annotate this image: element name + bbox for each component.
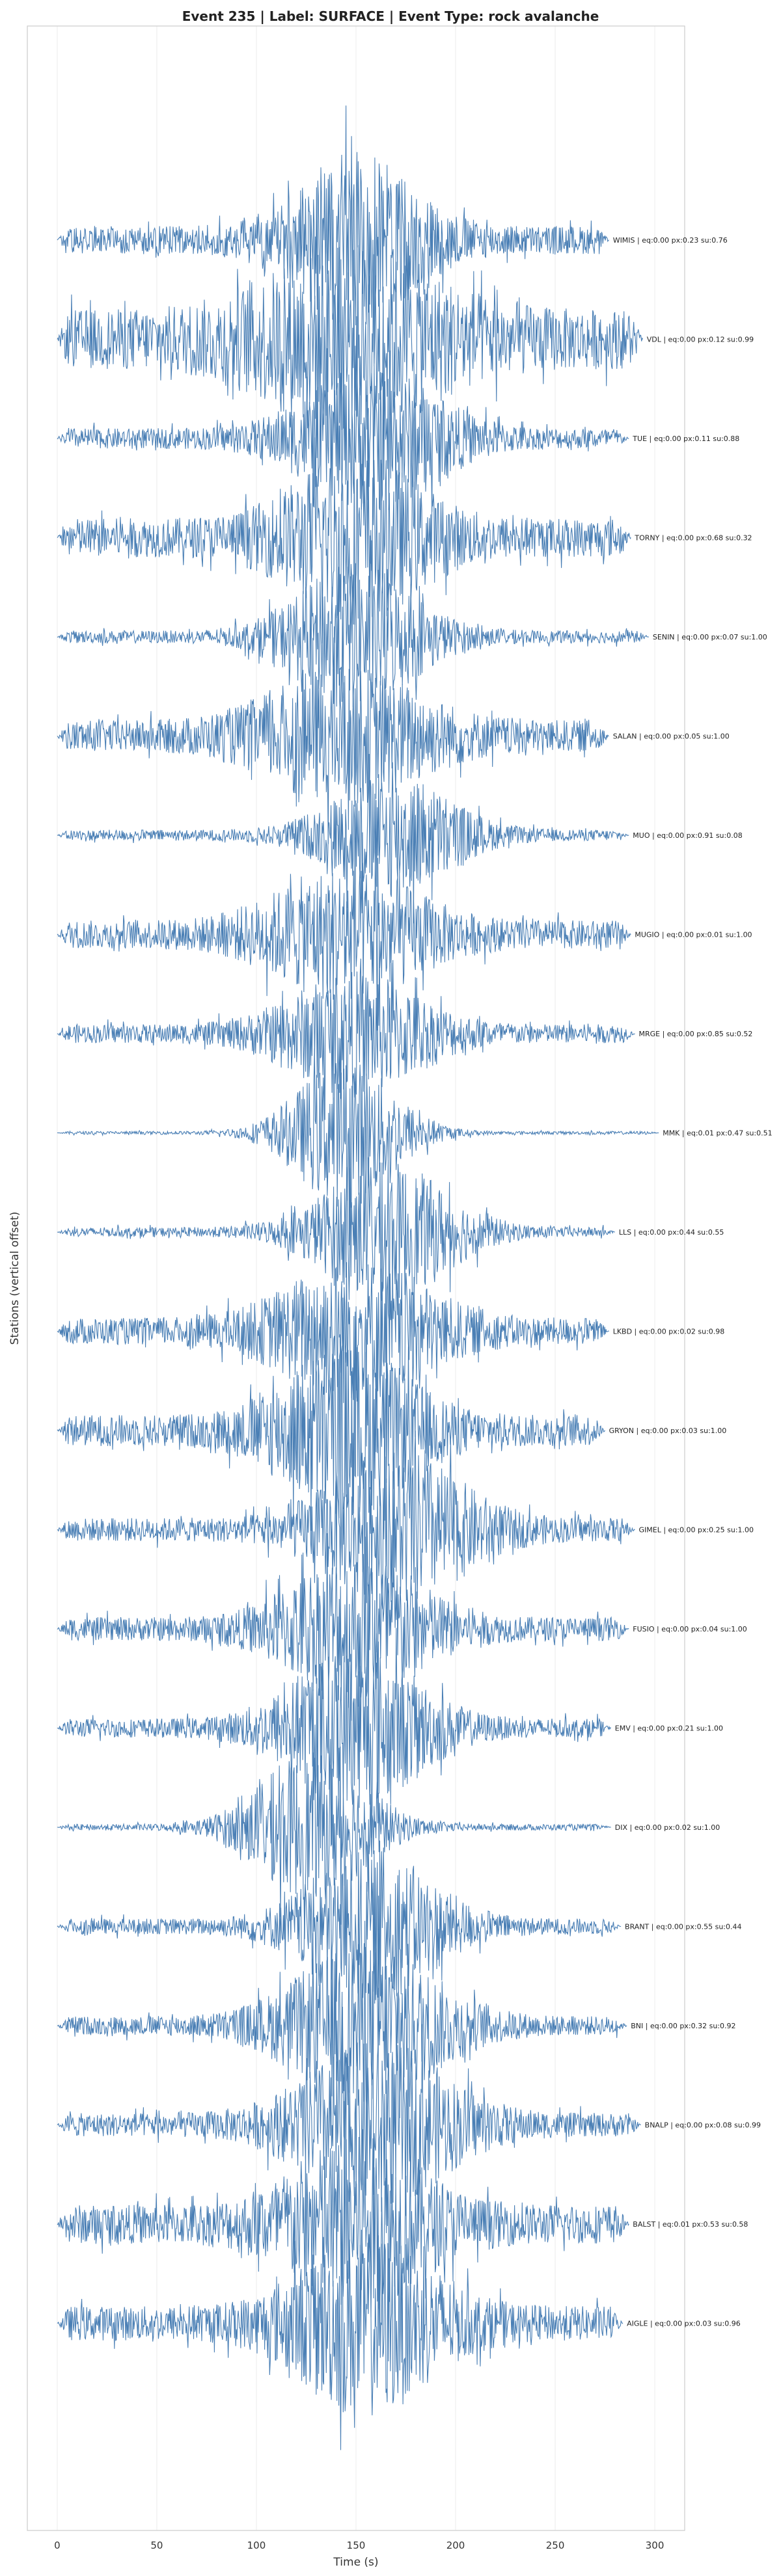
trace-torny [57,437,631,644]
station-label-muo: MUO | eq:0.00 px:0.91 su:0.08 [633,831,742,840]
trace-salan [57,626,609,844]
station-label-tue: TUE | eq:0.00 px:0.11 su:0.88 [632,435,739,443]
station-label-bnalp: BNALP | eq:0.00 px:0.08 su:0.99 [645,2121,761,2130]
trace-gryon [57,1306,606,1531]
trace-mrge [57,940,635,1120]
x-tick-label: 200 [446,2540,465,2551]
trace-bnalp [57,2006,641,2225]
station-label-vdl: VDL | eq:0.00 px:0.12 su:0.99 [647,336,754,344]
trace-emv [57,1628,612,1847]
station-label-senin: SENIN | eq:0.00 px:0.07 su:1.00 [653,633,767,641]
station-label-group: WIMIS | eq:0.00 px:0.23 su:0.76 VDL | eq:… [609,236,773,2328]
station-label-torny: TORNY | eq:0.00 px:0.68 su:0.32 [634,534,752,543]
station-label-gimel: GIMEL | eq:0.00 px:0.25 su:1.00 [638,1526,754,1535]
trace-bni [57,1920,627,2119]
trace-brant [57,1840,622,2032]
station-label-wimis: WIMIS | eq:0.00 px:0.23 su:0.76 [613,236,728,245]
x-axis-label: Time (s) [333,2556,378,2569]
trace-aigle [57,2199,623,2450]
station-label-dix: DIX | eq:0.00 px:0.02 su:1.00 [615,1823,720,1832]
chart-title: Event 235 | Label: SURFACE | Event Type:… [182,8,599,24]
x-tick-label: 0 [54,2540,61,2551]
station-label-bni: BNI | eq:0.00 px:0.32 su:0.92 [631,2022,735,2030]
trace-muo [57,753,629,924]
trace-tue [57,348,629,512]
trace-lkbd [57,1248,609,1440]
station-label-fusio: FUSIO | eq:0.00 px:0.04 su:1.00 [633,1625,747,1633]
trace-vdl [57,245,644,479]
trace-dix [57,1746,611,1939]
trace-gimel [57,1430,635,1652]
station-label-lkbd: LKBD | eq:0.00 px:0.02 su:0.98 [613,1328,725,1336]
station-label-mmk: MMK | eq:0.01 px:0.47 su:0.51 [663,1129,772,1138]
trace-lls [57,1157,616,1335]
trace-wimis [57,105,609,364]
station-label-lls: LLS | eq:0.00 px:0.44 su:0.55 [619,1228,724,1237]
plot-area [27,25,685,2531]
station-label-gryon: GRYON | eq:0.00 px:0.03 su:1.00 [609,1427,727,1435]
station-label-emv: EMV | eq:0.00 px:0.21 su:1.00 [615,1724,723,1733]
trace-group [57,105,659,2450]
y-axis-label: Stations (vertical offset) [8,1212,21,1345]
trace-mugio [57,832,631,1031]
x-tick-label: 50 [150,2540,163,2551]
x-axis-ticks: 0 50 100 150 200 250 300 [54,2540,664,2551]
x-tick-label: 100 [247,2540,266,2551]
trace-mmk [57,1048,659,1246]
x-tick-label: 150 [347,2540,366,2551]
station-label-mugio: MUGIO | eq:0.00 px:0.01 su:1.00 [635,931,752,939]
station-label-salan: SALAN | eq:0.00 px:0.05 su:1.00 [613,732,730,741]
trace-fusio [57,1533,629,1731]
station-label-balst: BALST | eq:0.01 px:0.53 su:0.58 [633,2220,748,2229]
x-tick-label: 300 [646,2540,665,2551]
station-label-mrge: MRGE | eq:0.00 px:0.85 su:0.52 [638,1030,752,1038]
station-label-aigle: AIGLE | eq:0.00 px:0.03 su:0.96 [627,2320,741,2328]
x-tick-label: 250 [546,2540,565,2551]
station-label-brant: BRANT | eq:0.00 px:0.55 su:0.44 [625,1923,741,1931]
